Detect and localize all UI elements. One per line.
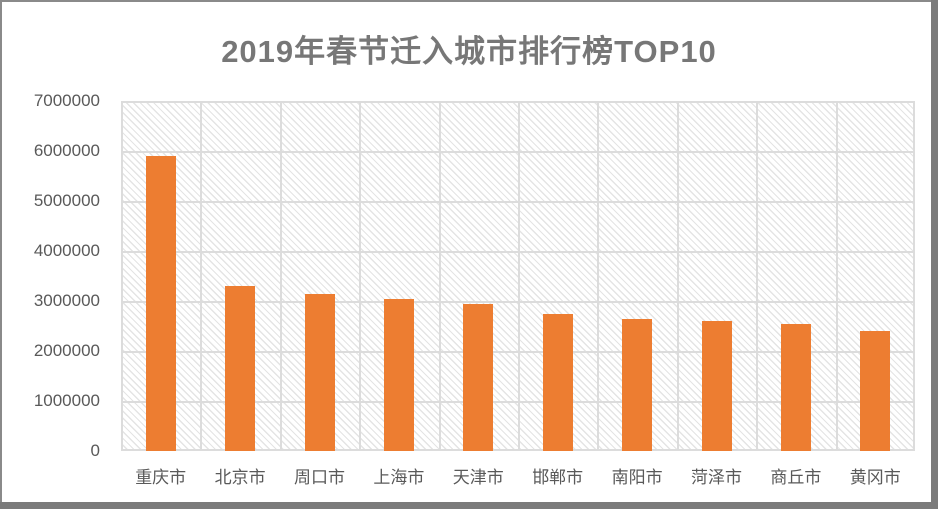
- bar-天津市: [463, 303, 494, 451]
- plot-area: [121, 101, 915, 451]
- bar-黄冈市: [860, 331, 891, 451]
- vertical-gridline: [121, 101, 123, 451]
- vertical-gridline: [913, 101, 915, 451]
- bar-南阳市: [622, 318, 653, 451]
- y-tick-label: 5000000: [33, 191, 100, 210]
- x-axis-label: 南阳市: [611, 468, 663, 487]
- vertical-gridline: [835, 101, 838, 451]
- vertical-gridline: [756, 101, 759, 451]
- bar-北京市: [225, 286, 256, 451]
- window-border-bottom: [0, 502, 938, 509]
- x-axis-label: 菏泽市: [690, 468, 742, 487]
- x-axis-label: 邯郸市: [532, 468, 584, 487]
- x-axis-label: 周口市: [293, 468, 345, 487]
- vertical-gridline: [438, 101, 441, 451]
- y-tick-label: 3000000: [33, 291, 100, 310]
- chart-title: 2019年春节迁入城市排行榜TOP10: [221, 34, 717, 69]
- window-border-left: [0, 0, 2, 509]
- window-border-right: [931, 0, 938, 509]
- x-axis-label: 上海市: [373, 468, 425, 487]
- x-axis-label: 天津市: [452, 468, 504, 487]
- vertical-gridline: [200, 101, 203, 451]
- bar-周口市: [304, 293, 335, 451]
- window-border-top: [0, 0, 938, 2]
- y-tick-label: 6000000: [33, 141, 100, 160]
- vertical-gridline: [518, 101, 520, 451]
- x-axis-label: 重庆市: [135, 468, 187, 487]
- y-tick-label: 1000000: [33, 391, 100, 410]
- vertical-gridline: [676, 101, 679, 451]
- x-axis-label: 商丘市: [770, 468, 822, 487]
- y-tick-label: 0: [90, 441, 100, 460]
- bar-菏泽市: [701, 321, 732, 451]
- bar-商丘市: [780, 323, 811, 451]
- y-tick-label: 7000000: [33, 91, 100, 110]
- y-tick-label: 2000000: [33, 341, 100, 360]
- vertical-gridline: [359, 101, 362, 451]
- vertical-gridline: [279, 101, 282, 451]
- x-axis-label: 北京市: [214, 468, 266, 487]
- x-axis-label: 黄冈市: [849, 468, 901, 487]
- bar-上海市: [383, 298, 414, 451]
- bar-重庆市: [145, 156, 176, 451]
- bar-邯郸市: [542, 313, 573, 451]
- y-tick-label: 4000000: [33, 241, 100, 260]
- vertical-gridline: [597, 101, 600, 451]
